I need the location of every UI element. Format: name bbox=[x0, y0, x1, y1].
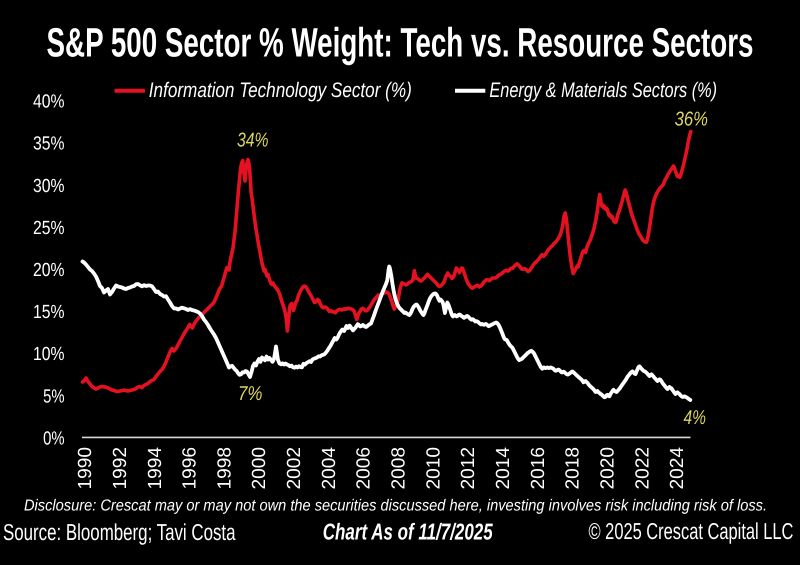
svg-text:S&P 500 Sector % Weight: Tech: S&P 500 Sector % Weight: Tech vs. Resour… bbox=[47, 20, 754, 66]
svg-text:Source: Bloomberg; Tavi Costa: Source: Bloomberg; Tavi Costa bbox=[3, 519, 236, 545]
svg-text:34%: 34% bbox=[237, 129, 269, 151]
svg-text:40%: 40% bbox=[33, 92, 65, 113]
svg-text:2012: 2012 bbox=[458, 447, 479, 490]
svg-text:2002: 2002 bbox=[284, 447, 305, 490]
svg-text:Information Technology Sector: Information Technology Sector (%) bbox=[149, 79, 412, 102]
svg-text:1992: 1992 bbox=[110, 447, 131, 490]
svg-text:2022: 2022 bbox=[632, 447, 653, 490]
svg-text:2024: 2024 bbox=[667, 447, 688, 490]
svg-text:2020: 2020 bbox=[598, 447, 619, 490]
svg-text:1998: 1998 bbox=[214, 447, 235, 490]
svg-text:25%: 25% bbox=[33, 218, 65, 239]
svg-text:7%: 7% bbox=[238, 383, 263, 405]
svg-text:2018: 2018 bbox=[563, 447, 584, 490]
svg-text:20%: 20% bbox=[33, 260, 65, 281]
svg-text:2008: 2008 bbox=[389, 447, 410, 490]
svg-text:2006: 2006 bbox=[354, 447, 375, 490]
svg-text:Disclosure: Crescat may or may: Disclosure: Crescat may or may not own t… bbox=[24, 498, 767, 515]
svg-text:10%: 10% bbox=[33, 344, 65, 365]
svg-text:15%: 15% bbox=[33, 302, 65, 323]
svg-text:35%: 35% bbox=[33, 134, 65, 155]
svg-text:Chart As of 11/7/2025: Chart As of 11/7/2025 bbox=[323, 519, 494, 545]
svg-text:2000: 2000 bbox=[249, 447, 270, 490]
svg-text:30%: 30% bbox=[33, 176, 65, 197]
svg-text:0%: 0% bbox=[43, 428, 64, 449]
svg-text:1996: 1996 bbox=[180, 447, 201, 490]
svg-text:1994: 1994 bbox=[145, 447, 166, 490]
svg-text:Energy & Materials Sectors (%): Energy & Materials Sectors (%) bbox=[489, 79, 717, 102]
svg-text:2010: 2010 bbox=[423, 447, 444, 490]
svg-text:© 2025 Crescat Capital LLC: © 2025 Crescat Capital LLC bbox=[589, 518, 794, 544]
svg-text:1990: 1990 bbox=[75, 447, 96, 490]
svg-text:2014: 2014 bbox=[493, 447, 514, 490]
svg-text:36%: 36% bbox=[675, 108, 708, 130]
svg-text:5%: 5% bbox=[43, 386, 64, 407]
svg-text:4%: 4% bbox=[683, 407, 706, 429]
svg-text:2016: 2016 bbox=[528, 447, 549, 490]
svg-text:2004: 2004 bbox=[319, 447, 340, 490]
